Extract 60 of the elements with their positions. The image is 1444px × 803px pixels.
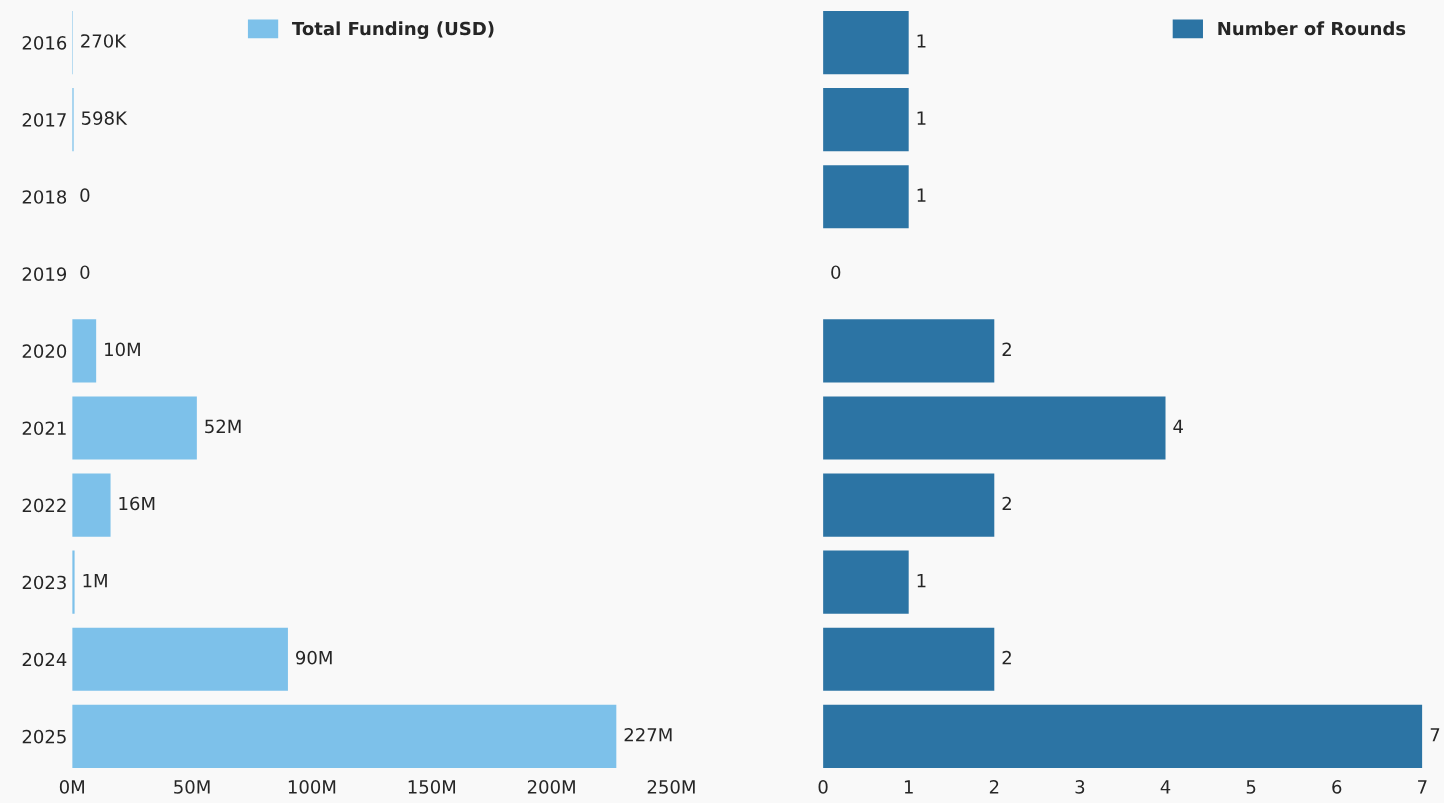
x-tick-label: 50M bbox=[174, 780, 210, 794]
x-tick-label: 200M bbox=[527, 780, 575, 794]
x-tick-label: 150M bbox=[408, 780, 456, 794]
legend-label: Number of Rounds bbox=[1218, 21, 1406, 36]
y-tick-label: 2018 bbox=[22, 190, 67, 204]
bar bbox=[72, 704, 617, 768]
bar bbox=[72, 319, 97, 383]
bar bbox=[823, 550, 909, 614]
data-label: 1 bbox=[917, 34, 926, 48]
y-tick-label: 2017 bbox=[22, 113, 66, 127]
data-label: 1 bbox=[917, 188, 926, 202]
data-label: 90M bbox=[296, 650, 332, 665]
y-tick-label: 2020 bbox=[22, 344, 67, 359]
data-label: 2 bbox=[1002, 342, 1011, 356]
data-label: 4 bbox=[1173, 419, 1183, 433]
y-tick-label: 2019 bbox=[22, 267, 67, 281]
y-tick-label: 2024 bbox=[22, 652, 67, 667]
x-tick-label: 2 bbox=[989, 780, 999, 794]
y-tick-label: 2016 bbox=[22, 36, 67, 50]
data-label: 1 bbox=[917, 111, 926, 125]
data-label: 0 bbox=[831, 265, 841, 280]
bar bbox=[72, 396, 197, 460]
data-label: 1M bbox=[83, 573, 107, 588]
bar bbox=[823, 10, 909, 75]
x-tick-label: 5 bbox=[1246, 780, 1256, 794]
data-label: 227M bbox=[624, 727, 672, 742]
y-tick-label: 2025 bbox=[22, 729, 66, 744]
data-label: 0 bbox=[80, 188, 90, 202]
data-label: 1 bbox=[917, 573, 926, 588]
bar bbox=[823, 627, 995, 691]
data-label: 2 bbox=[1002, 650, 1011, 665]
bar bbox=[823, 473, 995, 537]
x-tick-label: 7 bbox=[1418, 780, 1427, 794]
data-label: 0 bbox=[80, 265, 90, 280]
y-tick-label: 2021 bbox=[22, 421, 66, 436]
x-tick-label: 3 bbox=[1075, 780, 1085, 794]
bar bbox=[823, 165, 909, 229]
data-label: 598K bbox=[81, 111, 128, 125]
data-label: 2 bbox=[1002, 496, 1011, 511]
x-tick-label: 100M bbox=[288, 780, 336, 794]
x-tick-label: 0M bbox=[59, 780, 84, 794]
data-label: 10M bbox=[105, 342, 140, 357]
data-label: 52M bbox=[205, 419, 241, 434]
data-label: 270K bbox=[81, 34, 127, 48]
x-tick-label: 250M bbox=[647, 780, 695, 794]
x-tick-label: 6 bbox=[1332, 780, 1342, 794]
bar bbox=[72, 627, 288, 691]
y-tick-label: 2022 bbox=[22, 498, 66, 513]
x-tick-label: 1 bbox=[904, 780, 913, 794]
bar bbox=[823, 319, 995, 383]
data-label: 7 bbox=[1430, 728, 1440, 742]
data-label: 16M bbox=[119, 496, 155, 511]
legend-label: Total Funding (USD) bbox=[292, 21, 494, 39]
bar bbox=[823, 88, 909, 152]
bar bbox=[72, 473, 111, 537]
bar bbox=[823, 396, 1166, 460]
x-tick-label: 4 bbox=[1160, 780, 1171, 794]
bar bbox=[823, 704, 1423, 768]
x-tick-label: 0 bbox=[818, 780, 828, 794]
y-tick-label: 2023 bbox=[22, 575, 66, 590]
